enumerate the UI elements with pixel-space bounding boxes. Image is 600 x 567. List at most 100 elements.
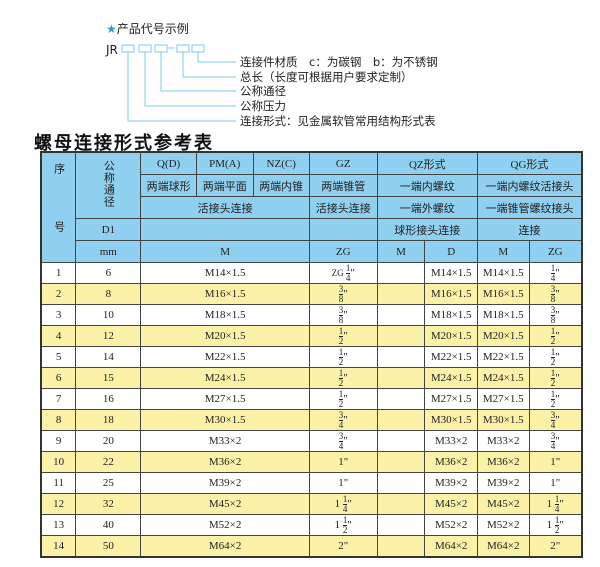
cell-m: M30×1.5 <box>140 409 310 431</box>
cell-dn: 8 <box>75 283 142 305</box>
cell-qz-m <box>376 535 426 558</box>
cell-m: M20×1.5 <box>140 325 310 347</box>
cell-no: 14 <box>40 535 77 558</box>
header-connection: 一端外螺纹 <box>376 196 478 219</box>
whole-part: 1 <box>338 477 344 489</box>
inch-mark: " <box>343 392 348 405</box>
cell-no: 7 <box>40 388 77 410</box>
whole-part: 1 <box>546 497 555 510</box>
cell-dn: 10 <box>75 304 142 326</box>
numerator: 3 <box>550 409 556 421</box>
header-unit: M <box>476 240 530 263</box>
inch-mark: " <box>555 371 560 384</box>
numerator: 1 <box>550 367 556 379</box>
cell-qg-zg: 3 8 " <box>528 304 583 326</box>
cell-m: M27×1.5 <box>140 388 310 410</box>
cell-qg-zg: 2" <box>528 535 583 558</box>
inch-mark: " <box>555 540 561 552</box>
code-box-1 <box>121 44 135 53</box>
cell-qz-m <box>376 493 426 515</box>
cell-gz-zg: 3 4 " <box>308 409 378 431</box>
numerator: 3 <box>550 430 556 442</box>
cell-qz-d: M30×1.5 <box>424 409 478 431</box>
cell-qg-zg: 1 2 " <box>528 325 583 347</box>
header-unit: ZG <box>308 240 378 263</box>
label-nominal-pressure: 公称压力 <box>240 99 286 113</box>
cell-no: 5 <box>40 346 77 368</box>
cell-qz-m <box>376 367 426 389</box>
header-shape: 两端平面 <box>195 174 254 197</box>
cell-dn: 40 <box>75 514 142 536</box>
cell-qz-m <box>376 388 426 410</box>
cell-qz-m <box>376 514 426 536</box>
cell-m: M16×1.5 <box>140 283 310 305</box>
whole-part: 1 <box>334 497 343 510</box>
header-connection-2: 连接 <box>476 218 583 241</box>
cell-no: 4 <box>40 325 77 347</box>
numerator: 3 <box>550 304 556 316</box>
cell-no: 10 <box>40 451 77 473</box>
denominator: 4 <box>550 440 556 451</box>
code-prefix: JR <box>105 43 118 57</box>
numerator: 1 <box>550 388 556 400</box>
cell-qz-d: M14×1.5 <box>424 262 478 284</box>
cell-qg-m: M52×2 <box>476 514 530 536</box>
header-shape: 两端内锥 <box>252 174 310 197</box>
cell-gz-zg: 1" <box>308 451 378 473</box>
numerator: 3 <box>338 304 344 316</box>
numerator: 3 <box>338 430 344 442</box>
cell-qg-zg: 3 8 " <box>528 283 583 305</box>
cell-qg-m: M64×2 <box>476 535 530 558</box>
table-row: 9 20 M33×2 3 4 " M33×2 M33×2 3 4 " <box>40 430 583 452</box>
label-nominal-diameter: 公称通径 <box>240 84 286 98</box>
inch-mark: " <box>347 497 352 510</box>
cell-no: 1 <box>40 262 77 284</box>
inch-mark: " <box>343 540 349 552</box>
inch-mark: " <box>559 497 564 510</box>
header-type: NZ(C) <box>252 151 310 175</box>
cell-gz-zg: 3 8 " <box>308 283 378 305</box>
inch-mark: " <box>555 434 560 447</box>
numerator: 1 <box>345 262 351 274</box>
cell-qg-m: M36×2 <box>476 451 530 473</box>
inch-mark: " <box>555 329 560 342</box>
denominator: 2 <box>342 524 348 535</box>
table-row: 14 50 M64×2 2" M64×2 M64×2 2" <box>40 535 583 558</box>
header-shape: 一端内螺纹 <box>376 174 478 197</box>
inch-mark: " <box>343 287 348 300</box>
cell-qz-m <box>376 283 426 305</box>
numerator: 1 <box>550 346 556 358</box>
header-type: QG形式 <box>476 151 583 175</box>
cell-gz-zg: 1 2 " <box>308 367 378 389</box>
denominator: 2 <box>338 356 344 367</box>
header-type: QZ形式 <box>376 151 478 175</box>
inch-mark: " <box>343 413 348 426</box>
cell-m: M14×1.5 <box>140 262 310 284</box>
cell-qz-d: M45×2 <box>424 493 478 515</box>
header-shape: 两端锥管 <box>308 174 378 197</box>
whole-part: 2 <box>550 540 556 552</box>
inch-mark: " <box>350 266 355 279</box>
header-shape: 一端内螺纹活接头 <box>476 174 583 197</box>
cell-qz-d: M64×2 <box>424 535 478 558</box>
inch-mark: " <box>343 371 348 384</box>
cell-qz-m <box>376 346 426 368</box>
denominator: 2 <box>550 356 556 367</box>
table-row: 10 22 M36×2 1" M36×2 M36×2 1" <box>40 451 583 473</box>
code-box-3 <box>154 44 168 53</box>
numerator: 1 <box>342 493 348 505</box>
label-length: 总长（长度可根据用户要求定制） <box>240 70 413 84</box>
cell-qg-m: M39×2 <box>476 472 530 494</box>
cell-qg-m: M20×1.5 <box>476 325 530 347</box>
numerator: 1 <box>338 346 344 358</box>
header-connection-2 <box>140 218 310 241</box>
example-title-text: 产品代号示例 <box>116 22 189 36</box>
table-row: 11 25 M39×2 1" M39×2 M39×2 1" <box>40 472 583 494</box>
cell-dn: 25 <box>75 472 142 494</box>
denominator: 2 <box>338 335 344 346</box>
cell-dn: 32 <box>75 493 142 515</box>
